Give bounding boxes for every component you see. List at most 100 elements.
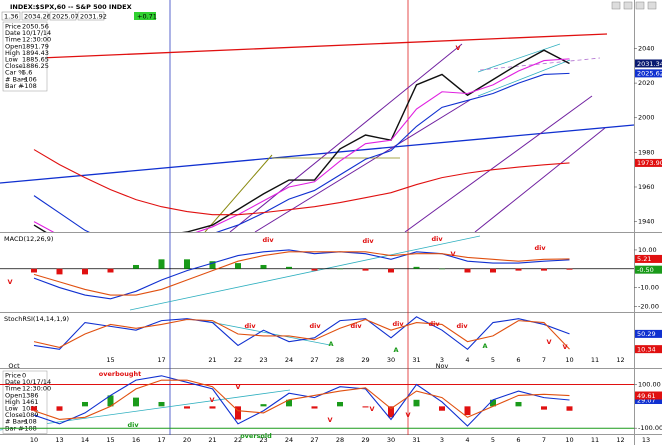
quote-box <box>21 11 49 21</box>
x-tick-label: 28 <box>336 436 344 444</box>
channel-line <box>404 95 593 232</box>
x-tick-label: 4 <box>465 356 469 364</box>
annotation: V <box>235 383 240 391</box>
histogram-bar <box>541 406 547 410</box>
x-tick-label: 29 <box>361 436 369 444</box>
y-tick-label: 1960 <box>638 183 655 191</box>
x-tick-label: 27 <box>310 356 318 364</box>
annotation: div <box>262 236 274 244</box>
info-label: Price <box>5 372 21 380</box>
histogram-bar <box>413 399 420 407</box>
info-value: 1081 <box>22 405 39 413</box>
x-tick-label: 3 <box>440 356 444 364</box>
series-line <box>33 72 570 232</box>
histogram-bar <box>31 268 37 273</box>
quote-box <box>49 11 77 21</box>
histogram-bar <box>388 406 394 418</box>
info-value: 10/17/14 <box>22 378 51 386</box>
y-tick-label: 2040 <box>638 44 655 52</box>
window-button[interactable] <box>647 1 657 10</box>
histogram-bar <box>260 404 267 407</box>
x-tick-label: 30 <box>387 436 395 444</box>
quote-value: 1.36 <box>4 13 18 21</box>
value-label-box <box>635 158 662 167</box>
quote-box <box>77 11 105 21</box>
channel-line <box>229 43 463 232</box>
x-tick-label: 11 <box>591 436 599 444</box>
window-button[interactable] <box>611 1 621 10</box>
histogram-bar <box>388 268 394 273</box>
x-tick-label: 22 <box>234 356 242 364</box>
x-tick-label: 6 <box>516 356 520 364</box>
y-tick-label: -20.00 <box>638 302 659 310</box>
histogram-bar <box>362 406 369 408</box>
x-tick-label: 17 <box>157 356 165 364</box>
y-tick-label: -100.00 <box>638 424 662 432</box>
histogram-bar <box>311 406 318 409</box>
info-label: Date <box>5 29 21 37</box>
value-label: 2025.62 <box>637 70 662 78</box>
x-tick-label: 23 <box>259 356 267 364</box>
histogram-bar <box>464 406 471 416</box>
window-button[interactable] <box>635 1 645 10</box>
value-label: 29.07 <box>637 396 656 404</box>
info-value: 12:30:00 <box>22 36 51 44</box>
value-label-box <box>635 396 662 405</box>
histogram-bar <box>464 268 471 273</box>
x-tick-label: 15 <box>106 356 114 364</box>
annotation: V <box>546 338 551 346</box>
info-label: Car % <box>5 69 24 77</box>
info-value: 12:30:00 <box>22 385 51 393</box>
histogram-bar <box>439 406 445 411</box>
window-button[interactable] <box>623 1 633 10</box>
value-label: 1973.90 <box>637 159 662 167</box>
histogram-bar <box>235 406 241 420</box>
histogram-bar <box>107 395 114 407</box>
x-tick-label: 10 <box>565 356 573 364</box>
info-label: Close <box>5 62 23 70</box>
x-tick-label: 13 <box>55 436 63 444</box>
quote-value: 2034.26 <box>24 13 51 21</box>
info-label: Low <box>5 56 18 64</box>
histogram-bar <box>209 261 216 269</box>
info-label: Bar # <box>5 82 24 90</box>
y-tick-label: 1980 <box>638 148 655 156</box>
series-line <box>33 318 570 350</box>
series-line <box>33 379 570 421</box>
channel-line <box>0 389 291 431</box>
panel-title: MACD(12,26,9) <box>4 235 53 243</box>
info-value: 5.6 <box>22 69 32 77</box>
x-tick-label: 6 <box>516 436 520 444</box>
info-value: 1885.65 <box>22 56 49 64</box>
value-label: 5.21 <box>637 255 651 263</box>
info-label: High <box>5 398 20 406</box>
value-label-box <box>635 391 662 400</box>
info-label: # Bars <box>5 418 28 426</box>
annotation: div <box>431 235 443 243</box>
y-tick-label: 2020 <box>638 79 655 87</box>
info-value: 1089 <box>22 411 39 419</box>
histogram-bar <box>413 266 420 269</box>
info-value: 0 <box>22 372 26 380</box>
histogram-bar <box>515 268 522 271</box>
annotation: V <box>455 44 460 52</box>
histogram-bar <box>184 259 190 269</box>
annotation: A <box>328 340 333 348</box>
histogram-bar <box>107 268 114 273</box>
x-tick-label: 12 <box>616 436 624 444</box>
info-value: -106 <box>22 75 37 83</box>
series-line <box>33 251 570 296</box>
series-line <box>33 149 570 216</box>
info-label: Time <box>4 385 21 393</box>
series-line <box>33 58 570 232</box>
quote-box <box>1 11 21 21</box>
panel-title: StochRSI(14,14,1,9) <box>4 315 69 323</box>
value-label: 10.34 <box>637 345 656 353</box>
x-tick-label: 31 <box>412 436 420 444</box>
info-label: Date <box>5 378 21 386</box>
info-value: 1894.43 <box>22 49 49 57</box>
x-tick-label: 3 <box>440 436 444 444</box>
value-label: 2031.34 <box>637 60 662 68</box>
histogram-bar <box>439 268 445 270</box>
histogram-bar <box>311 268 318 271</box>
